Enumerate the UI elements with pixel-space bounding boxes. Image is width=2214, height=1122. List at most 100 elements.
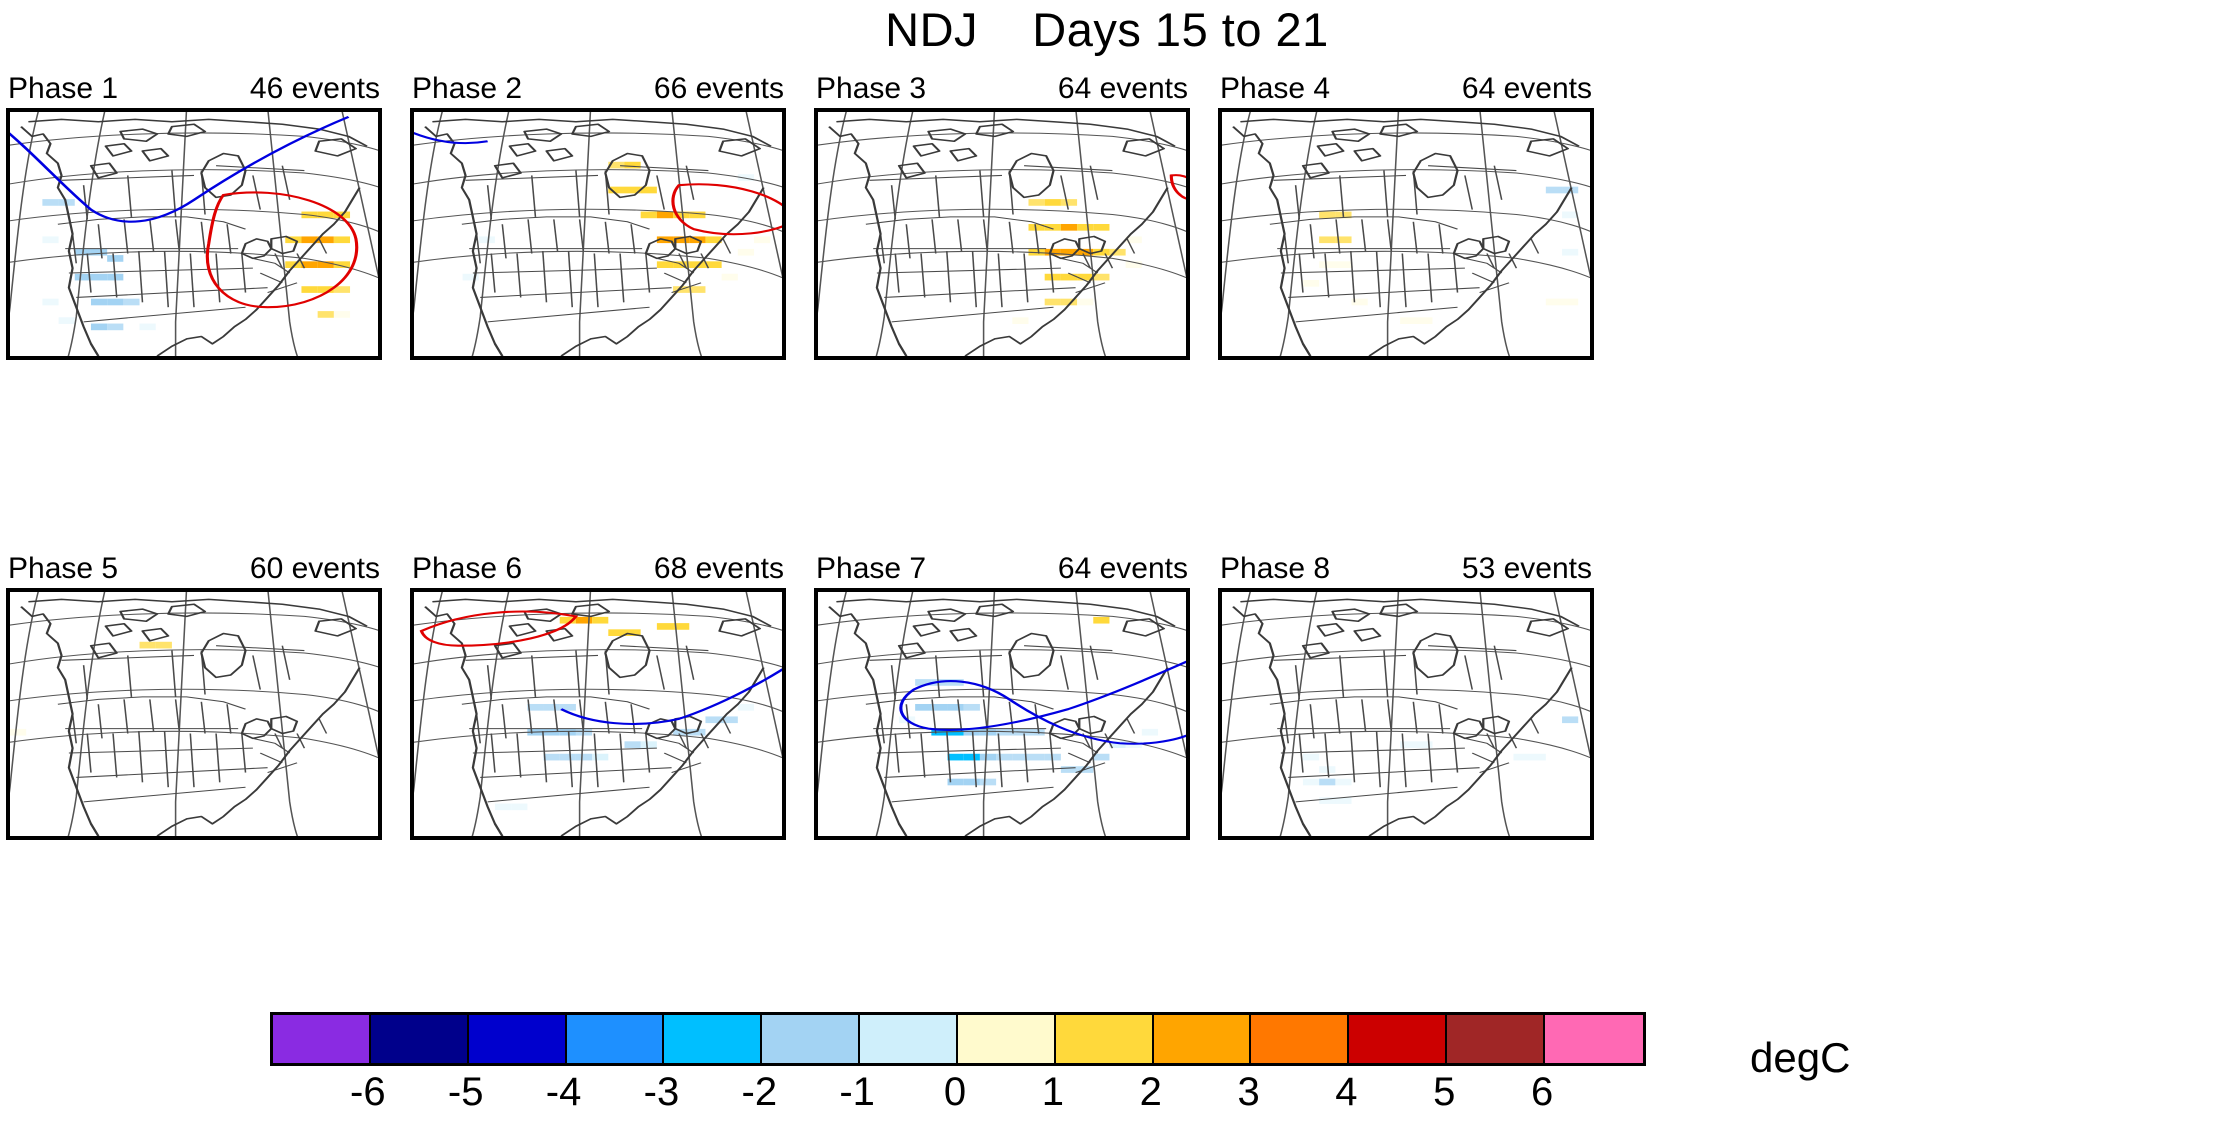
anomaly-cell <box>608 161 625 169</box>
coastline <box>89 823 100 836</box>
border-line <box>1530 718 1540 734</box>
graticule-line <box>1149 592 1186 757</box>
anomaly-cell <box>333 311 351 318</box>
graticule-line <box>414 688 782 712</box>
political-border-layer <box>865 645 1136 803</box>
border-line <box>619 733 625 783</box>
border-line <box>472 267 657 274</box>
coastline <box>28 118 368 147</box>
border-line <box>1508 253 1518 269</box>
colorbar-segment[interactable] <box>1055 1015 1154 1063</box>
coastline <box>493 642 522 659</box>
graticule-line <box>578 592 592 836</box>
contour-line-positive <box>419 610 579 647</box>
anomaly-cell <box>1125 236 1142 244</box>
colorbar-segment[interactable] <box>1544 1015 1643 1063</box>
colorbar-segment[interactable] <box>566 1015 665 1063</box>
contour-layer <box>414 131 782 236</box>
coastline-layer <box>1232 118 1580 356</box>
border-line <box>979 650 985 697</box>
colorbar-segment[interactable] <box>860 1015 958 1063</box>
border-line <box>619 253 625 303</box>
colorbar-segment[interactable] <box>468 1015 567 1063</box>
colorbar[interactable] <box>270 1012 1646 1066</box>
colorbar-segment[interactable] <box>664 1015 763 1063</box>
anomaly-cell <box>656 623 674 630</box>
coastline <box>1452 718 1485 740</box>
contour-layer <box>1169 174 1186 200</box>
phase-label: Phase 3 <box>816 72 927 105</box>
coastline-layer <box>424 598 772 836</box>
figure-title: NDJ Days 15 to 21 <box>885 3 1329 56</box>
anomaly-cell <box>1416 741 1433 748</box>
border-line <box>82 665 89 700</box>
anomaly-cell <box>42 199 59 206</box>
coastline <box>200 632 247 679</box>
border-line <box>656 737 695 754</box>
colorbar-segment[interactable] <box>762 1015 861 1063</box>
coastline <box>1379 123 1419 138</box>
anomaly-cell <box>592 616 609 624</box>
border-line <box>593 253 599 308</box>
border-line <box>1298 253 1304 293</box>
graticule-line <box>10 112 39 314</box>
anomaly-cell <box>705 236 722 244</box>
anomaly-cell <box>1302 279 1320 287</box>
graticule-line <box>1222 592 1251 794</box>
border-line <box>1464 655 1474 690</box>
colorbar-tick: -5 <box>447 1070 484 1114</box>
colorbar-segment[interactable] <box>273 1015 371 1063</box>
map-panel-phase-6: Phase 6 68 events <box>410 552 786 840</box>
border-line <box>163 251 170 308</box>
border-line <box>884 767 1076 778</box>
colorbar-tick: 2 <box>1139 1070 1162 1114</box>
graticule-line <box>745 592 782 757</box>
anomaly-cell <box>673 728 690 736</box>
border-line <box>865 696 1054 710</box>
border-line <box>461 696 650 710</box>
anomaly-cell <box>689 261 706 268</box>
anomaly-cell <box>333 261 351 268</box>
phase-label: Phase 2 <box>412 72 523 105</box>
colorbar-tick: -2 <box>741 1070 778 1114</box>
anomaly-cell <box>963 753 980 761</box>
border-line <box>472 747 657 754</box>
graticule-line <box>414 208 782 232</box>
coastline <box>1301 823 1312 836</box>
border-line <box>890 185 897 220</box>
graticule-line <box>1222 250 1590 279</box>
map-panel-phase-3: Phase 3 64 events <box>814 72 1190 360</box>
anomaly-cell <box>947 778 964 786</box>
colorbar-segment[interactable] <box>370 1015 469 1063</box>
border-line <box>163 731 170 788</box>
anomaly-cell <box>301 286 318 293</box>
coastline <box>1412 152 1459 199</box>
graticule-line <box>414 250 782 279</box>
border-line <box>1104 253 1114 269</box>
colorbar-segment[interactable] <box>1251 1015 1350 1063</box>
colorbar-segment[interactable] <box>957 1015 1056 1063</box>
map-panel-phase-8: Phase 8 53 events <box>1218 552 1594 840</box>
border-line <box>1361 699 1367 732</box>
border-line <box>252 655 262 690</box>
anomaly-cell <box>737 703 755 711</box>
events-count-label: 60 events <box>249 552 380 585</box>
anomaly-cell <box>543 753 560 761</box>
map-panel-phase-5: Phase 5 60 events <box>6 552 382 840</box>
colorbar-segment[interactable] <box>1349 1015 1448 1063</box>
colorbar-segment[interactable] <box>1153 1015 1252 1063</box>
anomaly-cell <box>996 728 1013 736</box>
anomaly-cell <box>1335 236 1352 244</box>
graticule-line <box>341 592 378 757</box>
anomaly-cell <box>979 728 997 736</box>
colorbar-segment[interactable] <box>1447 1015 1545 1063</box>
border-line <box>97 704 103 739</box>
coastline <box>1316 142 1345 157</box>
events-count-label: 46 events <box>249 72 380 105</box>
coastline <box>493 823 504 836</box>
anomaly-cell <box>1093 223 1110 231</box>
border-line <box>884 287 1076 298</box>
graticule-line <box>1222 612 1590 631</box>
phase-label: Phase 4 <box>1220 72 1331 105</box>
coastline <box>200 152 247 199</box>
